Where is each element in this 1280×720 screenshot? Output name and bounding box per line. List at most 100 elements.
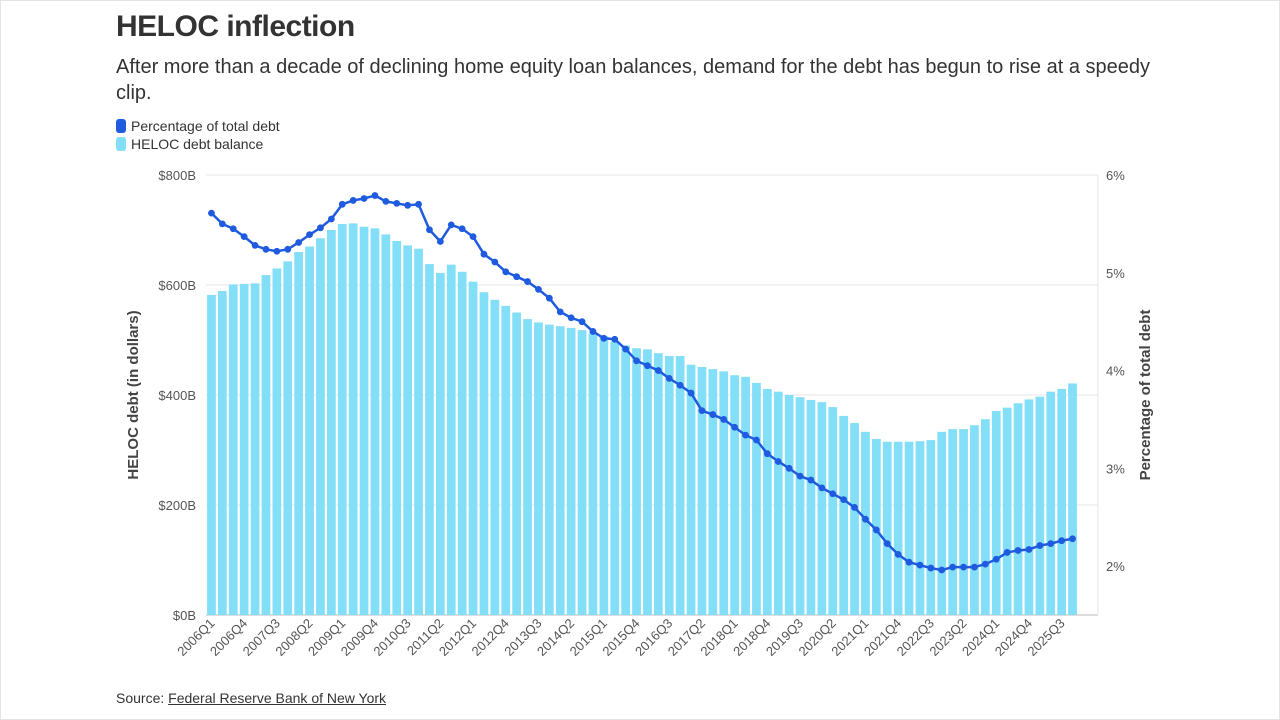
bar[interactable]	[675, 355, 685, 615]
line-point[interactable]	[1058, 537, 1066, 545]
line-point[interactable]	[840, 496, 848, 504]
bar[interactable]	[817, 402, 827, 615]
line-point[interactable]	[393, 199, 401, 207]
bar[interactable]	[392, 241, 402, 615]
line-point[interactable]	[502, 268, 510, 276]
line-point[interactable]	[938, 566, 946, 574]
bar[interactable]	[1068, 383, 1077, 615]
bar[interactable]	[839, 415, 849, 615]
bar[interactable]	[348, 223, 358, 615]
line-point[interactable]	[349, 197, 357, 204]
bar[interactable]	[937, 431, 947, 615]
bar[interactable]	[228, 284, 238, 615]
line-point[interactable]	[327, 215, 335, 223]
bar[interactable]	[795, 397, 805, 615]
bar[interactable]	[283, 261, 293, 615]
bar[interactable]	[446, 264, 456, 615]
line-point[interactable]	[851, 504, 858, 511]
line-point[interactable]	[556, 308, 564, 316]
bar[interactable]	[773, 391, 783, 615]
line-point[interactable]	[491, 258, 499, 266]
line-point[interactable]	[458, 225, 466, 233]
bar[interactable]	[588, 333, 598, 615]
bar[interactable]	[261, 275, 271, 615]
bar[interactable]	[370, 228, 380, 615]
line-point[interactable]	[371, 192, 379, 199]
bar[interactable]	[741, 376, 750, 615]
line-point[interactable]	[469, 233, 477, 241]
line-point[interactable]	[644, 362, 651, 370]
line-point[interactable]	[240, 233, 248, 241]
line-point[interactable]	[622, 345, 630, 353]
line-point[interactable]	[981, 560, 989, 568]
bar[interactable]	[915, 441, 925, 615]
line-point[interactable]	[905, 558, 913, 566]
bar[interactable]	[381, 234, 391, 615]
line-point[interactable]	[1069, 535, 1076, 543]
bar[interactable]	[337, 223, 347, 615]
line-point[interactable]	[306, 231, 313, 239]
bar[interactable]	[719, 371, 729, 615]
line-point[interactable]	[796, 472, 804, 480]
bar[interactable]	[1035, 396, 1045, 615]
line-point[interactable]	[338, 200, 346, 208]
bar[interactable]	[272, 268, 282, 616]
bar[interactable]	[882, 441, 892, 615]
line-point[interactable]	[633, 357, 640, 365]
bar[interactable]	[250, 283, 260, 615]
line-point[interactable]	[1047, 540, 1055, 548]
bar[interactable]	[1013, 403, 1023, 615]
bar[interactable]	[534, 322, 543, 615]
bar[interactable]	[425, 264, 434, 615]
line-point[interactable]	[894, 550, 902, 558]
bar[interactable]	[708, 369, 718, 615]
line-point[interactable]	[829, 490, 837, 498]
line-point[interactable]	[208, 209, 215, 217]
bar[interactable]	[926, 440, 936, 615]
line-point[interactable]	[535, 286, 542, 293]
bar[interactable]	[577, 330, 587, 615]
line-point[interactable]	[545, 294, 553, 302]
line-point[interactable]	[742, 431, 749, 439]
bar[interactable]	[544, 324, 554, 615]
line-point[interactable]	[589, 328, 597, 335]
bar[interactable]	[850, 423, 859, 615]
bar[interactable]	[1046, 391, 1056, 615]
bar[interactable]	[893, 441, 903, 615]
line-point[interactable]	[426, 226, 433, 234]
legend-item-percentage[interactable]: Percentage of total debt	[116, 117, 280, 135]
line-point[interactable]	[949, 563, 957, 571]
bar[interactable]	[653, 353, 663, 615]
line-point[interactable]	[960, 563, 967, 571]
bar[interactable]	[512, 312, 522, 616]
line-point[interactable]	[436, 238, 444, 245]
bar[interactable]	[359, 226, 369, 615]
line-point[interactable]	[654, 367, 662, 374]
bar[interactable]	[752, 382, 761, 615]
line-point[interactable]	[1025, 546, 1033, 553]
bar[interactable]	[403, 245, 413, 615]
line-point[interactable]	[262, 245, 270, 253]
line-point[interactable]	[818, 484, 826, 492]
line-point[interactable]	[600, 334, 608, 342]
line-point[interactable]	[872, 526, 880, 534]
bar[interactable]	[490, 299, 500, 615]
bar[interactable]	[305, 246, 314, 616]
bar[interactable]	[632, 348, 641, 615]
bar[interactable]	[664, 355, 674, 615]
bar[interactable]	[730, 375, 740, 615]
line-point[interactable]	[698, 407, 706, 415]
line-point[interactable]	[763, 450, 771, 458]
line-point[interactable]	[665, 374, 673, 382]
line-point[interactable]	[578, 318, 586, 326]
line-point[interactable]	[785, 464, 793, 472]
line-point[interactable]	[404, 201, 412, 209]
line-point[interactable]	[229, 225, 237, 233]
line-point[interactable]	[447, 221, 455, 229]
bar[interactable]	[948, 429, 958, 615]
line-point[interactable]	[1014, 547, 1022, 554]
bar[interactable]	[697, 366, 707, 615]
bar[interactable]	[316, 238, 325, 615]
line-point[interactable]	[1003, 549, 1011, 556]
bar[interactable]	[762, 388, 772, 615]
